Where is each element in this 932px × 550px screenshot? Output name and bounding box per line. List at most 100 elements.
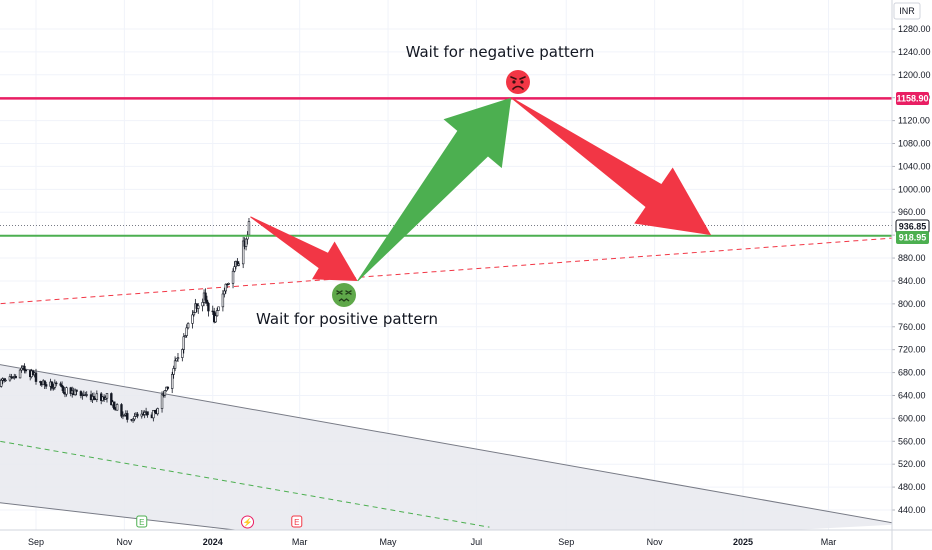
y-tick-label: 600.00 [898, 413, 926, 423]
projection-arrow-down-2 [510, 97, 712, 236]
candle-body [113, 401, 116, 410]
y-tick-label: 1240.00 [898, 47, 931, 57]
candle-body [223, 290, 226, 295]
y-tick-label: 680.00 [898, 368, 926, 378]
x-tick-label: May [380, 537, 398, 547]
candle-body [160, 394, 164, 409]
candle-body [172, 368, 175, 375]
candle-body [4, 379, 7, 382]
overlays [0, 97, 892, 282]
candle-body [192, 312, 196, 316]
x-tick-label: 2024 [203, 537, 223, 547]
candle-body [231, 270, 235, 284]
candle-body [244, 238, 248, 247]
candle-body [143, 412, 146, 415]
event-marker-label: E [294, 518, 299, 527]
currency-text: INR [899, 6, 915, 16]
candle-body [65, 387, 68, 395]
y-tick-label: 840.00 [898, 276, 926, 286]
channel-line [0, 502, 240, 530]
candle-body [207, 303, 210, 312]
y-tick-label: 440.00 [898, 505, 926, 515]
resistance-tag-text: 1158.90 [896, 94, 928, 104]
candle-body [214, 315, 217, 323]
event-marker-label: E [139, 518, 144, 527]
event-marker[interactable]: E [136, 515, 148, 528]
candle-body [146, 411, 149, 416]
y-tick-label: 480.00 [898, 482, 926, 492]
candle-body [115, 404, 119, 411]
x-tick-label: Mar [292, 537, 308, 547]
candle-body [52, 387, 55, 389]
candle-body [73, 389, 77, 395]
candle-body [92, 396, 96, 400]
y-tick-label: 1200.00 [898, 70, 931, 80]
candles [0, 218, 251, 423]
x-tick-label: 2025 [733, 537, 753, 547]
candle-body [133, 416, 136, 420]
candle-body [0, 379, 3, 387]
y-tick-label: 720.00 [898, 345, 926, 355]
candle-body [173, 360, 177, 369]
y-tick-label: 520.00 [898, 459, 926, 469]
support-tag-text: 918.95 [899, 233, 927, 243]
event-markers: EE⚡E [136, 515, 303, 529]
candle-body [215, 310, 219, 317]
candle-body [44, 384, 48, 387]
candle-body [233, 266, 236, 272]
x-tick-label: Sep [28, 537, 44, 547]
projection-arrow-up [357, 97, 512, 282]
candle-body [217, 306, 220, 311]
candle-body [197, 305, 200, 309]
candle-body [2, 378, 6, 381]
candle-body [165, 386, 168, 391]
candle-body [18, 369, 22, 379]
candle-body [20, 367, 23, 371]
candle-body [136, 413, 139, 417]
y-tick-label: 640.00 [898, 390, 926, 400]
candle-body [176, 357, 180, 360]
support-tag-bg [896, 231, 929, 244]
resistance-tag-bg [896, 92, 929, 105]
candle-body [191, 314, 194, 324]
candle-body [24, 369, 28, 372]
candle-body [131, 418, 135, 421]
event-marker[interactable]: ⚡ [241, 515, 255, 529]
earnings-marker-icon [136, 515, 148, 528]
candle-body [201, 302, 204, 307]
drawings [0, 237, 892, 530]
y-tick-label: 960.00 [898, 207, 926, 217]
candle-body [241, 240, 245, 265]
y-tick-label: 1280.00 [898, 24, 931, 34]
candle-body [184, 335, 187, 338]
candle-body [126, 413, 129, 420]
candle-body [85, 394, 88, 396]
candle-body [152, 409, 155, 419]
candle-body [105, 393, 109, 399]
price-tag-support: 918.95 [896, 231, 929, 244]
candle-body [175, 358, 178, 362]
candle-body [170, 374, 174, 389]
y-tick-label: 1040.00 [898, 161, 931, 171]
dashed-trendline [0, 440, 490, 528]
candle-body [221, 293, 225, 308]
candle-body [237, 263, 241, 266]
y-tick-label: 800.00 [898, 299, 926, 309]
candle-body [43, 380, 46, 385]
candle-body [23, 365, 26, 371]
event-marker[interactable]: E [291, 515, 303, 528]
candle-body [163, 390, 167, 396]
y-tick-label: 1080.00 [898, 139, 931, 149]
candle-body [120, 404, 123, 417]
last-price-tag-text: 936.85 [899, 222, 927, 232]
candle-body [227, 283, 230, 285]
candle-body [205, 299, 209, 304]
candle-body [186, 323, 190, 329]
price-tag-resistance: 1158.90 [896, 92, 929, 105]
x-tick-label: Nov [647, 537, 664, 547]
candle-body [110, 393, 113, 406]
candle-body [182, 336, 185, 350]
event-marker-label: ⚡ [243, 517, 253, 527]
